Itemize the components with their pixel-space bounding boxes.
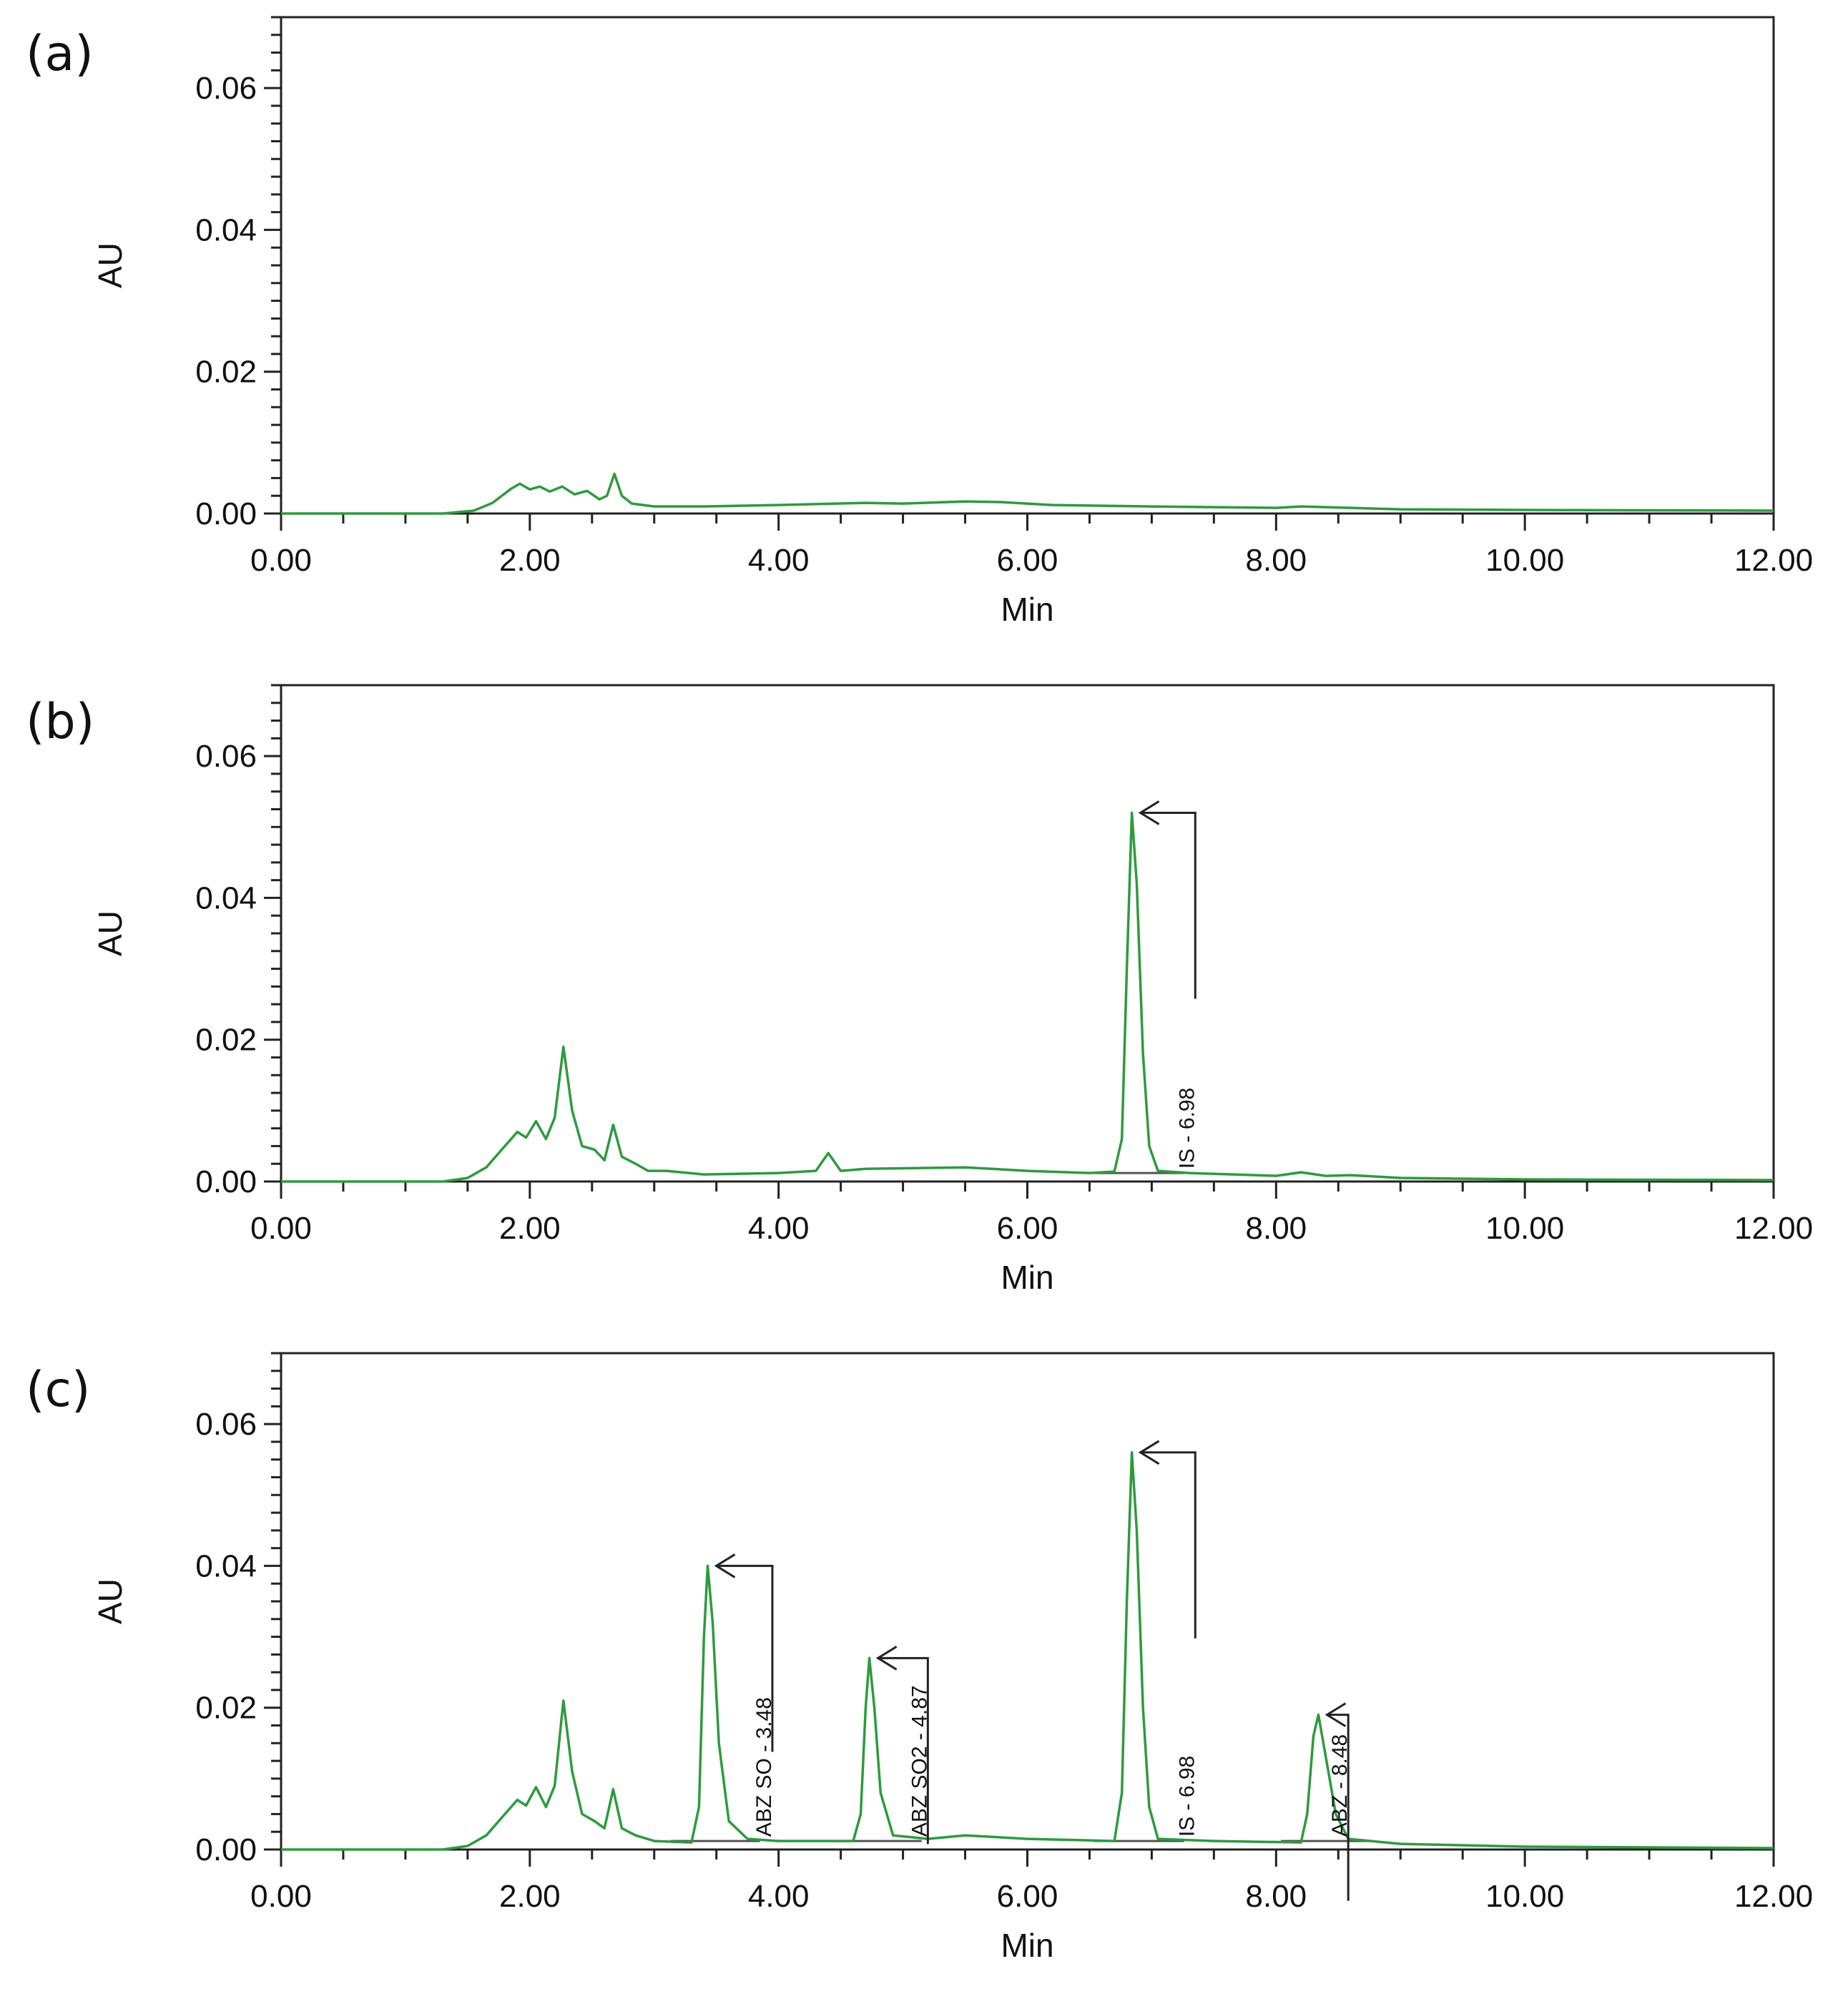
x-tick-label: 6.00 — [997, 1879, 1058, 1914]
x-tick-label: 2.00 — [499, 543, 561, 578]
arrow-head — [875, 1646, 898, 1671]
plot-frame — [280, 1352, 1775, 1851]
x-tick-label: 0.00 — [250, 1211, 312, 1246]
chromatogram-trace — [281, 1451, 1774, 1851]
y-axis-title: AU — [92, 242, 129, 288]
y-tick-label: 0.00 — [195, 1164, 257, 1199]
arrow-head — [1138, 1440, 1160, 1465]
panel-label: (a) — [26, 26, 94, 82]
x-tick-label: 4.00 — [748, 1211, 810, 1246]
peak-arrow — [1327, 1714, 1350, 1901]
x-tick-label: 6.00 — [997, 543, 1058, 578]
chromatogram-panel-a: (a) 0.00 2.00 4.00 6.00 8.00 10.00 12.00 0.00 0.… — [0, 0, 1848, 668]
y-tick-label: 0.06 — [195, 71, 257, 106]
x-tick-label: 2.00 — [499, 1879, 561, 1914]
x-tick-label: 6.00 — [997, 1211, 1058, 1246]
chromatogram-plot-b: 0.00 2.00 4.00 6.00 8.00 10.00 12.00 0.00 0.02 0.… — [92, 684, 1813, 1296]
chromatogram-trace — [281, 811, 1774, 1183]
x-tick-label: 0.00 — [250, 543, 312, 578]
y-axis-title: AU — [92, 910, 129, 956]
peak-label: IS - 6.98 — [1175, 1756, 1199, 1837]
y-tick-label: 0.04 — [195, 1548, 257, 1583]
arrow-head — [1324, 1702, 1347, 1727]
peak-label: IS - 6.98 — [1175, 1088, 1199, 1169]
x-tick-label: 4.00 — [748, 1879, 810, 1914]
chromatogram-panel-c: (c) 0.00 2.00 4.00 6.00 8.00 10.00 12.00 0.00 0.… — [0, 1336, 1848, 2004]
x-axis-title: Min — [1001, 1927, 1053, 1964]
y-tick-label: 0.06 — [195, 739, 257, 774]
peak-label: ABZ SO - 3.48 — [752, 1697, 776, 1837]
peak-label: ABZ SO2 - 4.87 — [908, 1685, 931, 1837]
peak-arrow — [1140, 1451, 1196, 1639]
chromatogram-plot-a: 0.00 2.00 4.00 6.00 8.00 10.00 12.00 0.00 0.02 0.… — [92, 16, 1813, 628]
x-tick-label: 12.00 — [1734, 1879, 1813, 1914]
peak-arrow — [1140, 811, 1196, 999]
y-tick-label: 0.02 — [195, 1691, 257, 1726]
y-tick-label: 0.04 — [195, 880, 257, 915]
arrow-head — [1138, 800, 1160, 825]
y-tick-label: 0.06 — [195, 1407, 257, 1442]
x-tick-label: 8.00 — [1246, 1211, 1307, 1246]
chromatogram-plot-c: 0.00 2.00 4.00 6.00 8.00 10.00 12.00 0.00 0.02 0.… — [92, 1352, 1813, 1964]
panel-label: (c) — [26, 1362, 91, 1418]
x-tick-label: 8.00 — [1246, 1879, 1307, 1914]
y-axis-title: AU — [92, 1578, 129, 1624]
y-tick-label: 0.00 — [195, 1832, 257, 1867]
panel-label: (b) — [26, 694, 95, 750]
plot-frame — [280, 16, 1775, 515]
y-tick-label: 0.00 — [195, 496, 257, 531]
x-tick-label: 8.00 — [1246, 543, 1307, 578]
peak-arrow — [878, 1656, 929, 1845]
x-tick-label: 10.00 — [1485, 1879, 1564, 1914]
peak-label: ABZ - 8.48 — [1328, 1734, 1352, 1837]
plot-frame — [280, 684, 1775, 1183]
y-tick-label: 0.02 — [195, 1023, 257, 1058]
y-tick-label: 0.04 — [195, 212, 257, 247]
x-tick-label: 12.00 — [1734, 1211, 1813, 1246]
x-tick-label: 4.00 — [748, 543, 810, 578]
arrow-head — [714, 1553, 736, 1578]
x-tick-label: 0.00 — [250, 1879, 312, 1914]
y-tick-label: 0.02 — [195, 355, 257, 390]
x-tick-label: 10.00 — [1485, 1211, 1564, 1246]
x-tick-label: 12.00 — [1734, 543, 1813, 578]
chromatogram-trace — [281, 472, 1774, 515]
x-tick-label: 10.00 — [1485, 543, 1564, 578]
x-tick-label: 2.00 — [499, 1211, 561, 1246]
chromatogram-panel-b: (b) 0.00 2.00 4.00 6.00 8.00 10.00 12.00 0.00 0.… — [0, 668, 1848, 1336]
peak-arrow — [716, 1564, 774, 1752]
x-axis-title: Min — [1001, 591, 1053, 628]
x-axis-title: Min — [1001, 1259, 1053, 1296]
